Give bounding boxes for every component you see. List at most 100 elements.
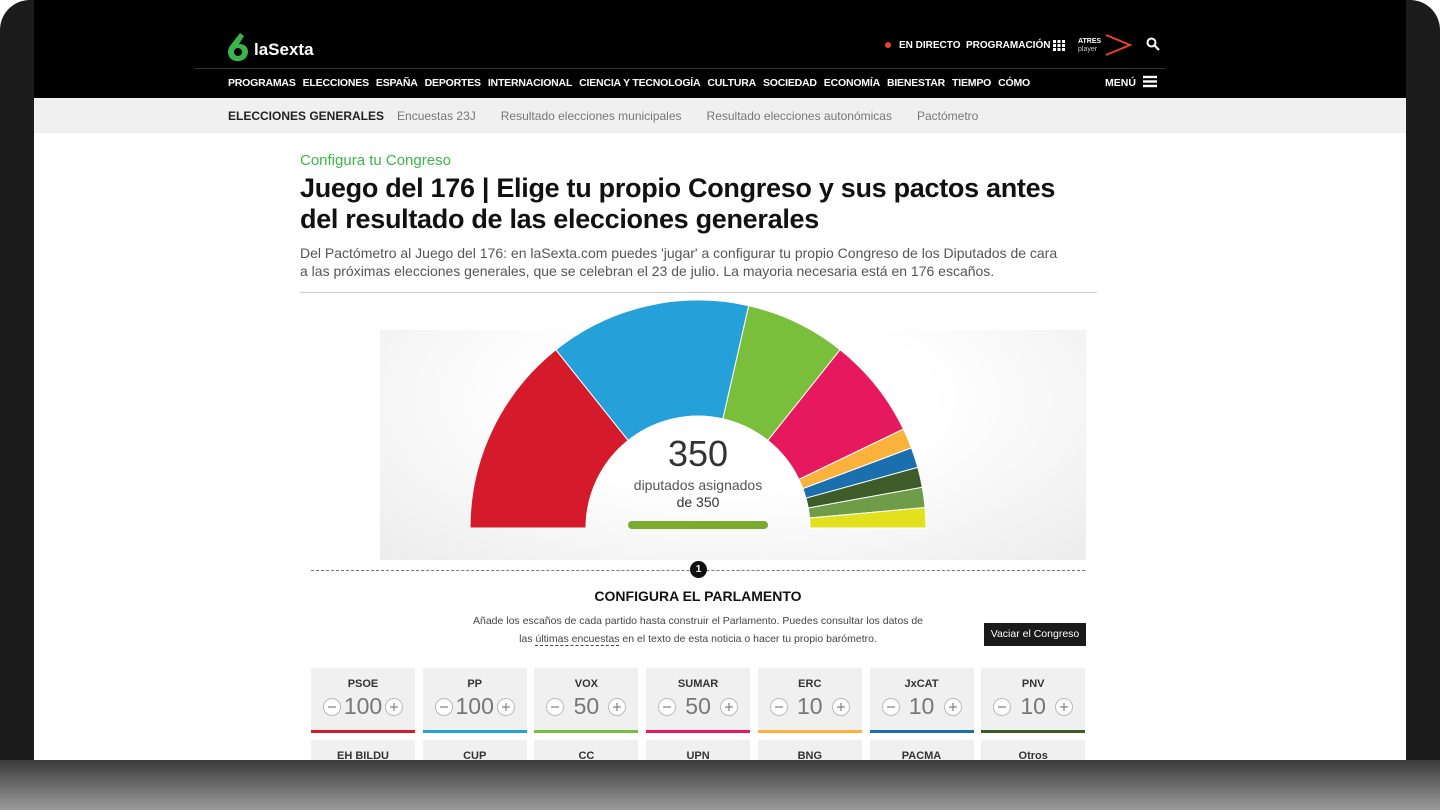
party-card: PSOE 100 — [311, 668, 415, 733]
seat-value: 50 — [685, 693, 711, 719]
subnav-bar — [34, 98, 1406, 133]
party-name: Otros — [1018, 750, 1048, 760]
minus-button[interactable] — [992, 697, 1012, 717]
nav-item[interactable]: TIEMPO — [952, 77, 992, 89]
nav-item[interactable]: SOCIEDAD — [762, 77, 817, 89]
party-card: UPN0 — [646, 740, 751, 760]
nav-item[interactable]: CIENCIA Y TECNOLOGÍA — [579, 77, 701, 89]
nav-item[interactable]: ELECCIONES — [302, 77, 369, 89]
minus-button[interactable] — [322, 697, 342, 717]
step-badge: 1 — [690, 561, 707, 578]
nav-item[interactable]: DEPORTES — [424, 77, 481, 89]
assigned-label: diputados asignados — [633, 477, 763, 493]
seat-value: 10 — [908, 693, 935, 719]
progress-bar — [628, 521, 768, 529]
subnav-item[interactable]: Resultado elecciones municipales — [500, 109, 682, 123]
subnav-active[interactable]: ELECCIONES GENERALES — [228, 109, 385, 123]
minus-button[interactable] — [881, 697, 901, 717]
nav-item[interactable]: ECONOMÍA — [823, 77, 880, 89]
minus-button[interactable] — [434, 697, 454, 717]
kicker[interactable]: Configura tu Congreso — [300, 152, 451, 169]
party-name: JxCAT — [904, 678, 939, 690]
menu-icon[interactable] — [1143, 75, 1157, 88]
configure-heading: CONFIGURA EL PARLAMENTO — [594, 588, 802, 604]
search-icon[interactable] — [1146, 37, 1160, 51]
minus-button[interactable] — [545, 697, 565, 717]
live-link[interactable]: EN DIRECTO — [899, 40, 961, 51]
divider — [300, 292, 1097, 293]
party-card: Otros0 — [981, 740, 1086, 760]
header — [34, 0, 1406, 98]
schedule-link[interactable]: PROGRAMACIÓN — [966, 40, 1051, 51]
plus-button[interactable] — [943, 697, 963, 717]
empty-button[interactable]: Vaciar el Congreso — [984, 623, 1086, 646]
minus-button[interactable] — [769, 697, 789, 717]
menu-label[interactable]: MENÚ — [1105, 77, 1136, 89]
party-name: UPN — [686, 750, 710, 760]
seat-control: 50 — [646, 693, 750, 720]
seat-control: 10 — [981, 693, 1085, 720]
main-nav: PROGRAMAS ELECCIONES ESPAÑA DEPORTES INTERNA… — [228, 77, 1030, 89]
party-name: EH BILDU — [337, 750, 389, 760]
seat-value: 10 — [1020, 693, 1046, 719]
subnav-item[interactable]: Encuestas 23J — [397, 109, 476, 123]
grid-icon — [1053, 40, 1065, 51]
logo[interactable]: laSexta — [254, 40, 314, 59]
party-card: SUMAR 50 — [646, 668, 751, 733]
screen: laSexta EN DIRECTO PROGRAMACIÓN ATRES pl… — [34, 0, 1406, 760]
seat-segment — [555, 299, 750, 442]
article-title: Juego del 176 | Elige tu propio Congreso… — [300, 173, 1056, 234]
link[interactable]: últimas encuestas — [535, 633, 620, 646]
nav-item[interactable]: CÓMO — [998, 77, 1030, 89]
plus-button[interactable] — [719, 697, 739, 717]
hemicycle — [469, 299, 927, 529]
text: Añade los escaños de cada partido hasta … — [472, 615, 924, 645]
party-card: JxCAT 10 — [869, 668, 974, 733]
player-logo-top[interactable]: ATRES — [1078, 38, 1102, 45]
party-name: PNV — [1021, 678, 1045, 690]
header-divider — [194, 68, 1166, 69]
nav-item[interactable]: BIENESTAR — [886, 77, 946, 89]
party-card: PACMA0 — [869, 740, 974, 760]
player-logo-bottom[interactable]: player — [1078, 46, 1098, 53]
player-icon — [1105, 34, 1133, 56]
configure-text: Añade los escaños de cada partido hasta … — [468, 612, 928, 648]
subnav-item[interactable]: Pactómetro — [916, 109, 979, 123]
party-name: VOX — [574, 678, 598, 690]
nav-item[interactable]: CULTURA — [707, 77, 756, 89]
party-card: CC0 — [534, 740, 639, 760]
seat-value: 100 — [343, 693, 383, 719]
logo-icon — [228, 33, 248, 62]
minus-button[interactable] — [657, 697, 677, 717]
seat-segment — [469, 349, 629, 529]
seat-control: 10 — [870, 693, 974, 720]
plus-button[interactable] — [384, 697, 404, 717]
plus-button[interactable] — [607, 697, 627, 717]
assigned-count: 350 — [667, 433, 729, 474]
party-card: VOX 50 — [534, 668, 639, 733]
party-name: CUP — [463, 750, 487, 760]
seat-value: 10 — [797, 693, 823, 719]
subnav-item[interactable]: Resultado elecciones autonómicas — [706, 109, 892, 123]
party-name: PP — [467, 678, 483, 690]
text: en el texto de esta noticia o hacer tu p… — [622, 633, 877, 645]
nav-item[interactable]: INTERNACIONAL — [487, 77, 573, 89]
plus-button[interactable] — [496, 697, 516, 717]
live-dot — [885, 42, 891, 48]
plus-button[interactable] — [831, 697, 851, 717]
seat-control: 100 — [423, 693, 527, 720]
seat-value: 100 — [455, 693, 494, 719]
party-name: CC — [578, 750, 595, 760]
seat-control: 100 — [311, 693, 415, 720]
party-card: ERC 10 — [757, 668, 862, 733]
party-card: BNG0 — [757, 740, 862, 760]
nav-item[interactable]: ESPAÑA — [375, 77, 418, 89]
seat-value: 50 — [573, 693, 600, 719]
party-card: PP 100 — [422, 668, 527, 733]
party-card: CUP10 — [422, 740, 527, 760]
party-card: PNV 10 — [981, 668, 1086, 733]
party-name: ERC — [798, 678, 822, 690]
plus-button[interactable] — [1054, 697, 1074, 717]
nav-item[interactable]: PROGRAMAS — [228, 77, 296, 89]
